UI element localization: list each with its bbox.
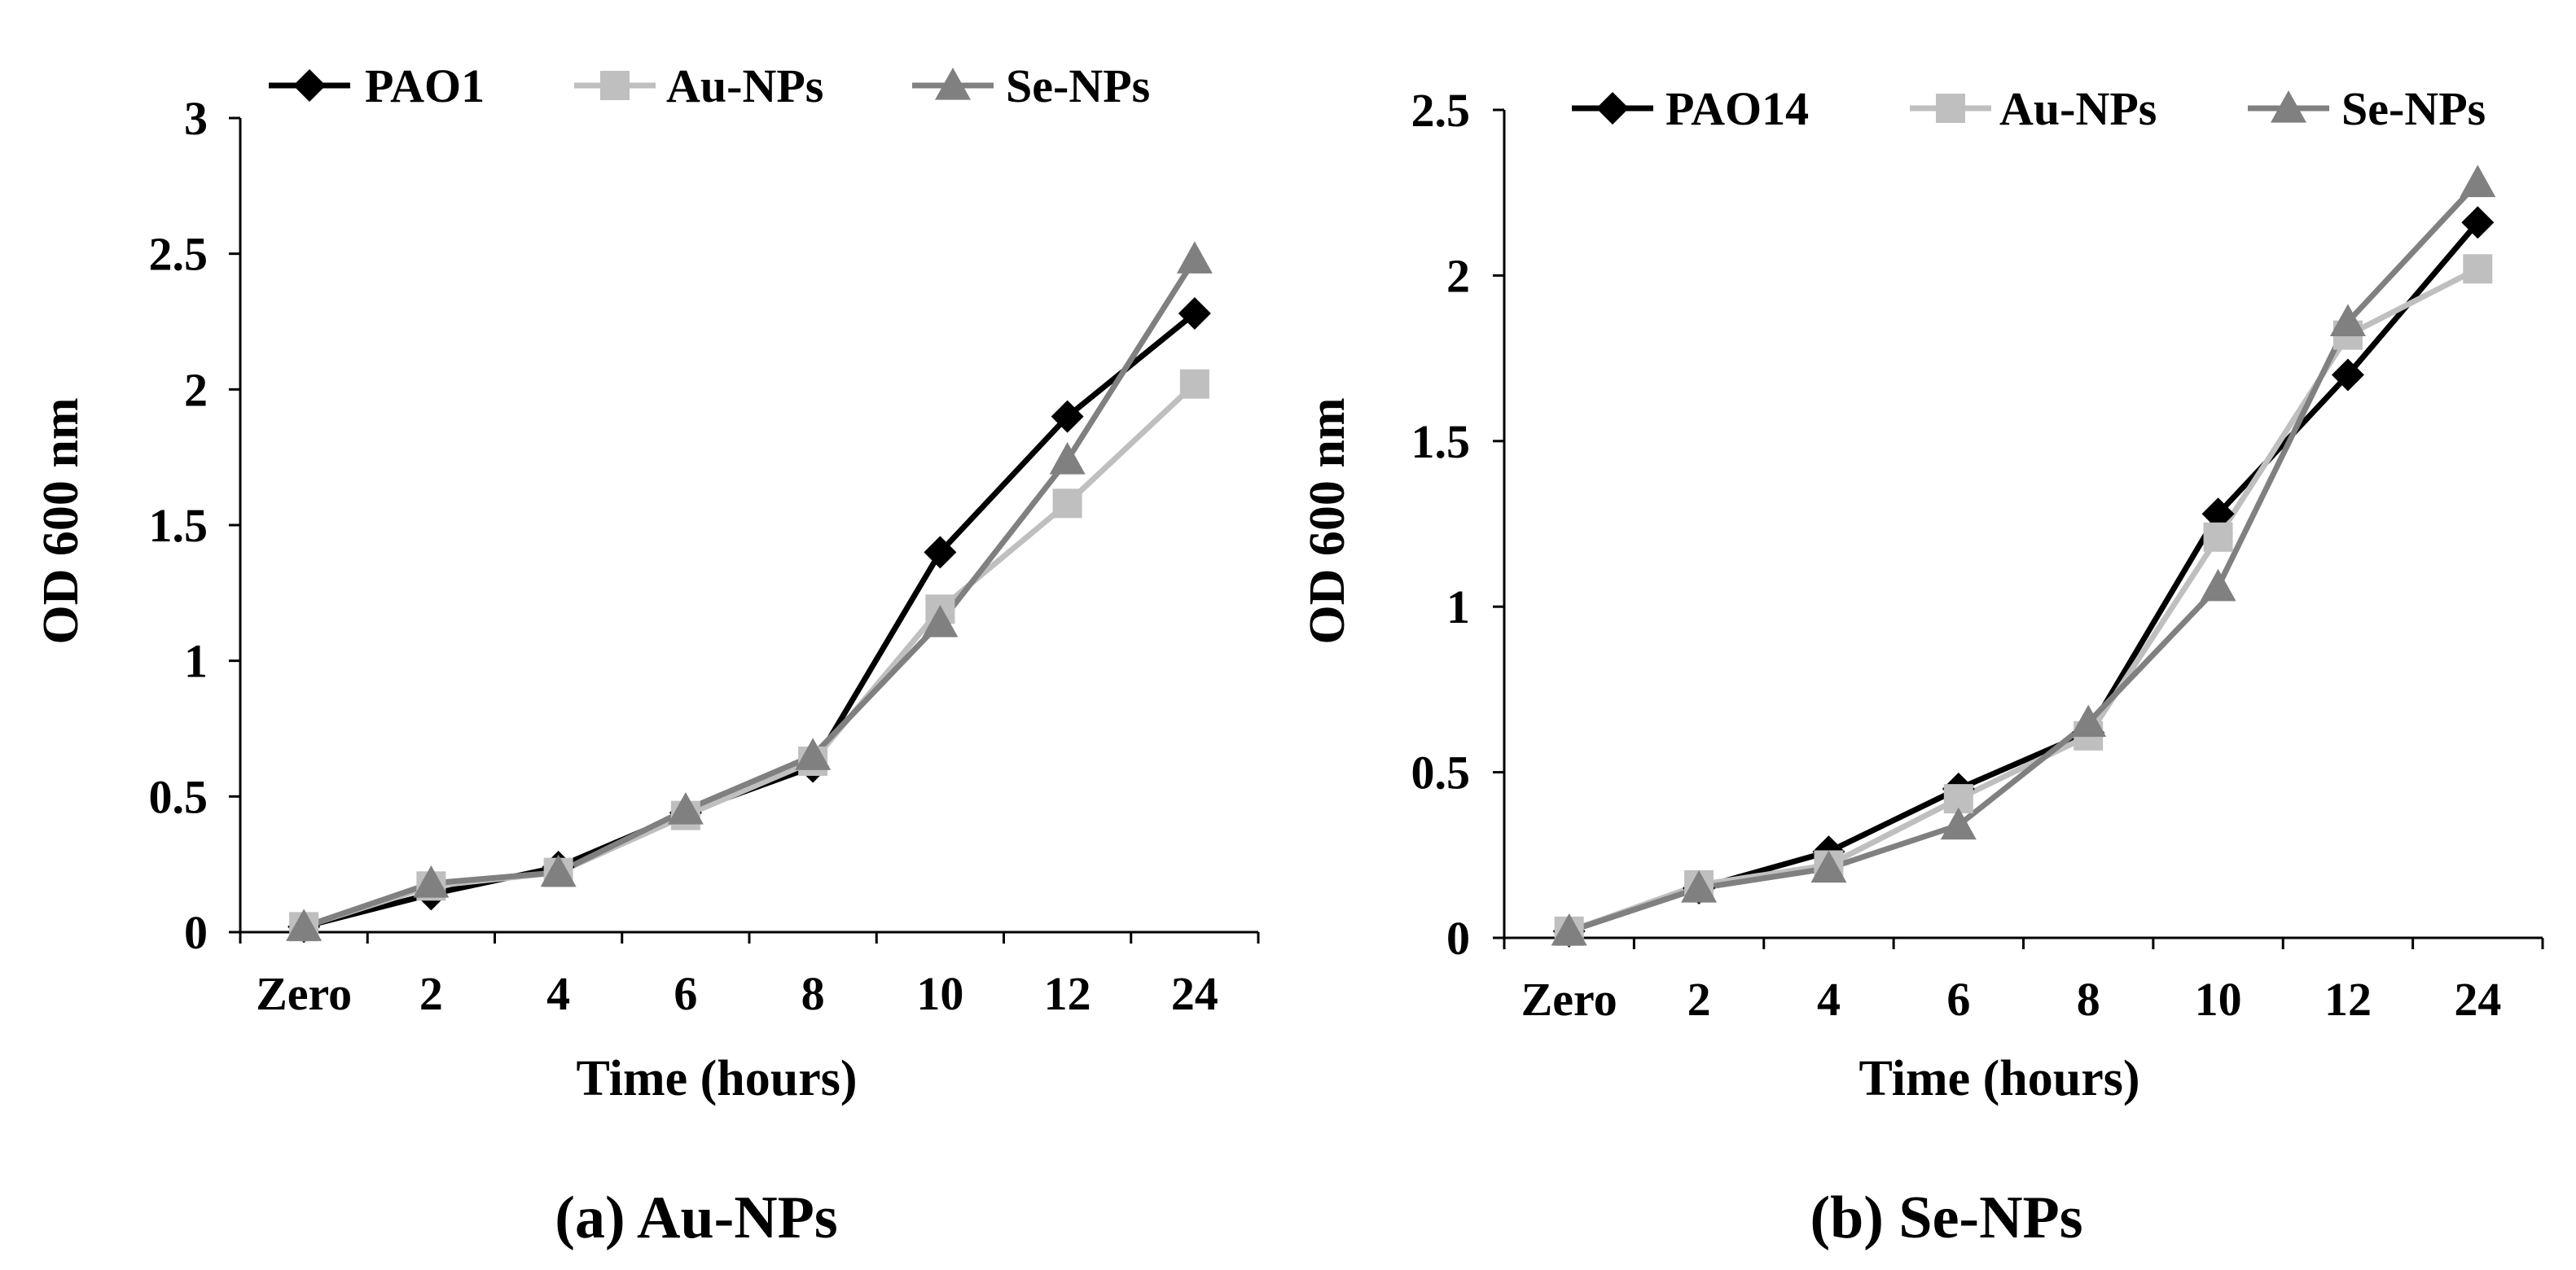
legend-label: PAO1 xyxy=(365,59,485,112)
chart-panel-a: OD 600 nm Time (hours) (a) Au-NPs 0 0.5 1 1… xyxy=(33,59,1260,1251)
data-point-marker xyxy=(413,865,450,898)
y-tick-label: 2 xyxy=(1446,249,1470,302)
legend-marker xyxy=(1936,94,1965,123)
data-point-marker xyxy=(2329,304,2366,336)
data-point-marker xyxy=(2463,254,2493,284)
data-point-marker xyxy=(1176,241,1213,274)
data-point-marker xyxy=(922,605,959,637)
x-tick-label: Zero xyxy=(256,967,352,1020)
x-tick-label: 6 xyxy=(1946,973,1970,1026)
chart-panel-b: OD 600 nm Time (hours) (b) Se-NPs 0 0.5 1 1… xyxy=(1300,82,2544,1251)
x-tick-label: 6 xyxy=(674,967,697,1020)
y-tick-label: 0.5 xyxy=(1411,747,1471,799)
y-axis-title: OD 600 nm xyxy=(33,397,89,644)
x-tick-label: 2 xyxy=(419,967,443,1020)
y-tick-label: 2 xyxy=(184,363,208,416)
data-point-marker xyxy=(1052,488,1082,519)
y-tick-label: 1.5 xyxy=(149,499,208,552)
legend-marker xyxy=(2271,90,2306,123)
chart-caption: (b) Se-NPs xyxy=(1810,1185,2082,1251)
data-point-marker xyxy=(2460,164,2496,198)
legend-marker xyxy=(1596,92,1629,125)
legend-label: Au-NPs xyxy=(1999,82,2157,135)
data-point-marker xyxy=(1051,400,1084,433)
x-tick-label: 8 xyxy=(801,967,825,1020)
x-tick-label: 4 xyxy=(1817,973,1841,1026)
data-point-marker xyxy=(1810,850,1847,883)
legend-marker xyxy=(293,69,326,102)
data-point-marker xyxy=(2331,358,2364,392)
data-point-marker xyxy=(1178,297,1211,330)
data-point-marker xyxy=(667,792,704,825)
data-point-marker xyxy=(1940,807,1977,840)
data-point-marker xyxy=(2070,704,2107,738)
legend-label: Au-NPs xyxy=(666,59,823,112)
chart-caption: (a) Au-NPs xyxy=(555,1185,837,1251)
y-tick-label: 1 xyxy=(184,635,208,688)
y-tick-label: 3 xyxy=(184,92,208,145)
data-point-marker xyxy=(2203,522,2233,552)
y-tick-label: 0 xyxy=(184,906,208,959)
x-axis-title: Time (hours) xyxy=(576,1051,857,1106)
y-tick-label: 2.5 xyxy=(149,228,208,281)
x-tick-label: 24 xyxy=(1171,967,1218,1020)
x-tick-label: 2 xyxy=(1687,973,1711,1026)
data-point-marker xyxy=(1681,869,1718,903)
y-tick-label: 0.5 xyxy=(149,770,208,823)
y-tick-label: 1 xyxy=(1446,580,1470,633)
x-tick-label: 12 xyxy=(2324,973,2372,1026)
y-tick-label: 2.5 xyxy=(1411,84,1471,137)
legend-marker xyxy=(600,71,630,100)
y-tick-label: 1.5 xyxy=(1411,415,1471,468)
series-line xyxy=(302,257,1197,930)
data-point-marker xyxy=(2461,206,2495,239)
y-tick-label: 0 xyxy=(1446,912,1470,965)
data-point-marker xyxy=(1049,442,1086,475)
y-axis-title: OD 600 nm xyxy=(1300,397,1355,644)
data-point-marker xyxy=(1551,913,1587,946)
x-tick-label: 8 xyxy=(2077,973,2100,1026)
data-point-marker xyxy=(924,536,957,569)
data-point-marker xyxy=(2201,497,2235,531)
data-point-marker xyxy=(1179,369,1209,399)
data-point-marker xyxy=(286,909,323,941)
x-tick-label: Zero xyxy=(1521,973,1617,1026)
series-line xyxy=(1568,181,2480,935)
x-tick-label: 24 xyxy=(2454,973,2501,1026)
x-tick-label: 4 xyxy=(546,967,570,1020)
data-point-marker xyxy=(2200,568,2236,602)
legend-label: Se-NPs xyxy=(2341,82,2486,135)
x-tick-label: 10 xyxy=(2195,973,2242,1026)
data-point-marker xyxy=(795,738,832,770)
x-axis-title: Time (hours) xyxy=(1858,1051,2139,1106)
x-tick-label: 12 xyxy=(1044,967,1091,1020)
x-tick-label: 10 xyxy=(916,967,963,1020)
data-point-marker xyxy=(540,854,577,887)
legend-marker xyxy=(935,68,971,100)
legend-label: Se-NPs xyxy=(1006,59,1150,112)
legend-label: PAO14 xyxy=(1665,82,1809,135)
